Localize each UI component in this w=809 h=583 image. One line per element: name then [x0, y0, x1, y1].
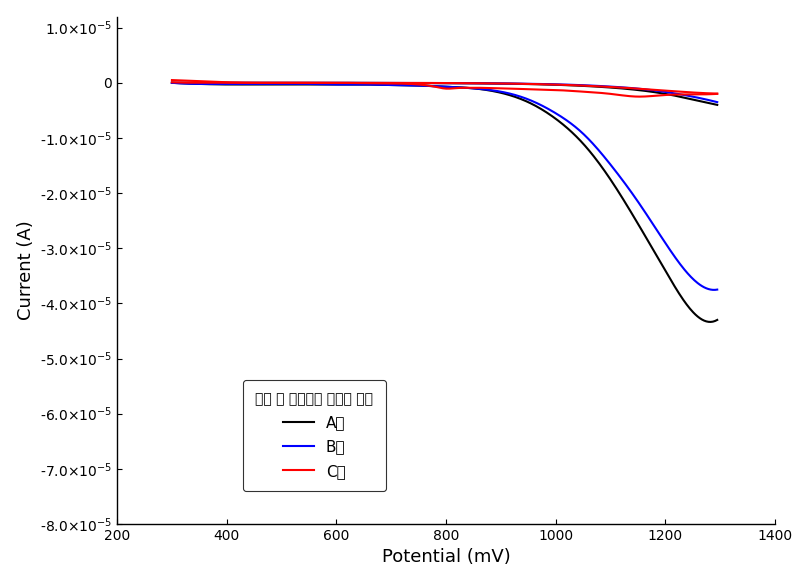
Legend: A사, B사, C사: A사, B사, C사	[244, 380, 386, 491]
X-axis label: Potential (mV): Potential (mV)	[382, 549, 510, 566]
Y-axis label: Current (A): Current (A)	[17, 220, 35, 320]
